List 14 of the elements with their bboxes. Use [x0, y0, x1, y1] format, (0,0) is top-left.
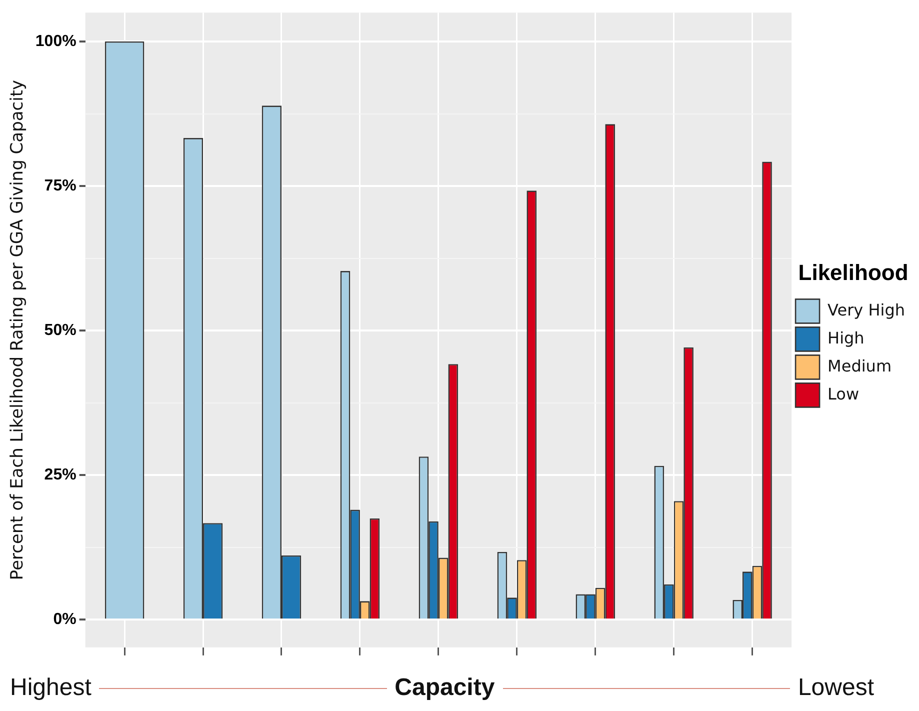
y-tick-label: 100% — [35, 32, 76, 50]
y-tick-label: 0% — [53, 611, 76, 628]
legend-label: High — [828, 328, 864, 348]
x-axis-title: Capacity — [394, 674, 495, 702]
text: Lowest — [798, 674, 874, 702]
y-tick-label: 50% — [44, 322, 76, 339]
legend-label: Very High — [828, 300, 905, 320]
y-axis-title: Percent of Each Likelihood Rating per GGA Giving Capacity — [8, 80, 28, 580]
y-tick-label: 75% — [44, 177, 76, 194]
text: Highest — [10, 674, 92, 702]
legend-label: Medium — [828, 356, 892, 376]
legend-label: Low — [828, 384, 860, 404]
legend-title: Likelihood — [798, 260, 908, 285]
y-tick-label: 25% — [44, 466, 76, 484]
